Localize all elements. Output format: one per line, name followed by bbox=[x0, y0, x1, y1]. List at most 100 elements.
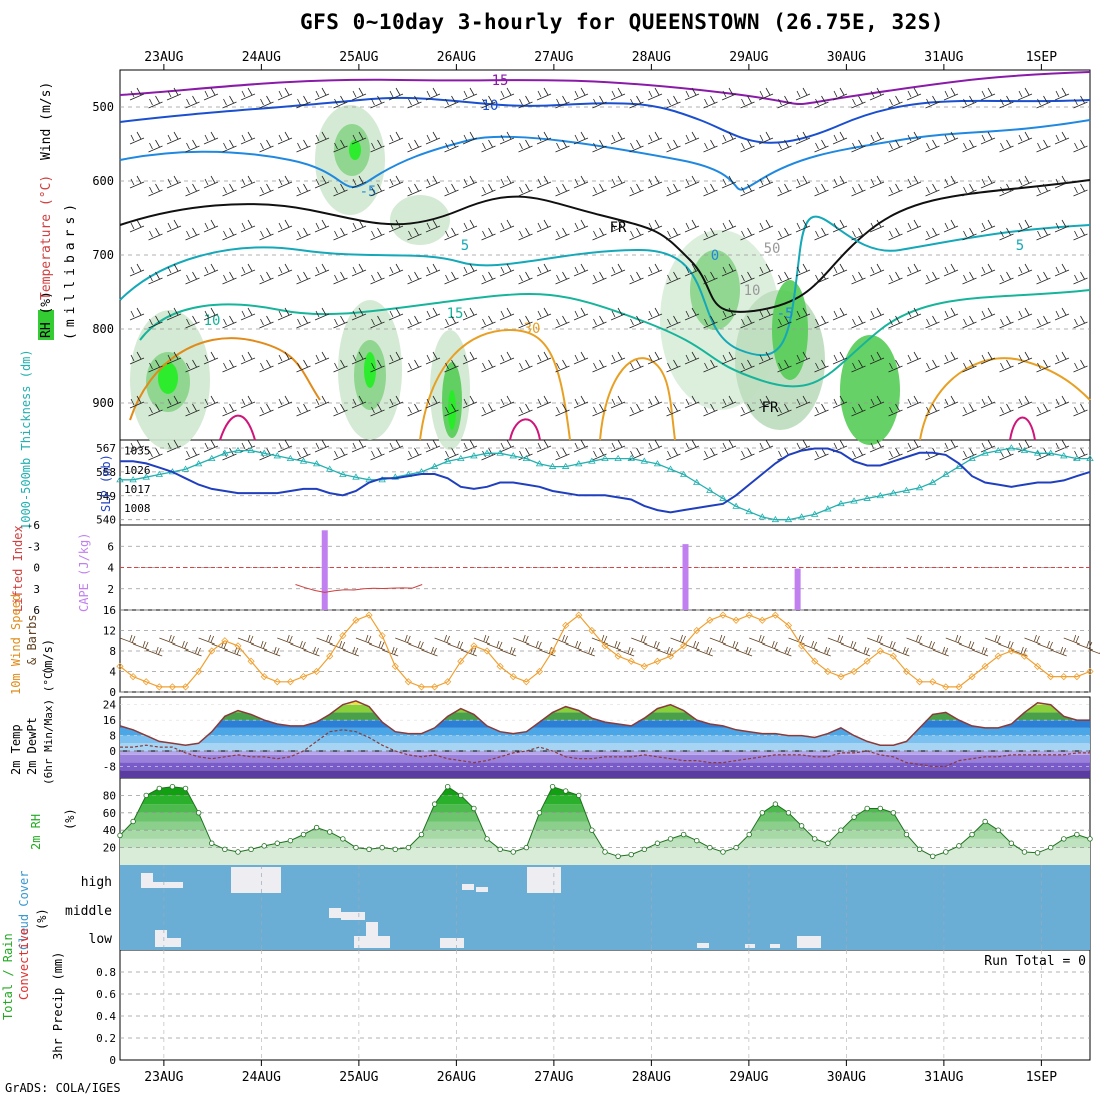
wind-barb bbox=[1054, 351, 1070, 365]
wind-barb bbox=[481, 359, 496, 373]
rh-tick-label: 60 bbox=[103, 807, 116, 820]
wind-barb bbox=[277, 351, 293, 365]
wind-barb bbox=[999, 315, 1014, 329]
wind-barb bbox=[370, 315, 385, 329]
thickness-tick-label: 540 bbox=[96, 514, 116, 527]
wind-barb bbox=[148, 95, 163, 109]
rh-point bbox=[484, 836, 490, 842]
wind-barb bbox=[388, 307, 404, 321]
wind-speed-line bbox=[119, 614, 1091, 688]
thickness-point bbox=[1086, 454, 1094, 461]
wind-barb bbox=[314, 87, 330, 101]
wind-barb bbox=[370, 447, 385, 461]
wind-barb bbox=[185, 447, 200, 461]
wind-barb bbox=[943, 175, 959, 189]
wind-barb bbox=[869, 131, 885, 145]
wind-barb bbox=[203, 131, 219, 145]
wind-barb bbox=[555, 183, 570, 197]
wind-speed-point bbox=[509, 673, 517, 681]
precip-ylabel-group: Total / Rain Convective bbox=[1, 928, 31, 1020]
wind-barb bbox=[647, 439, 663, 453]
rh-point bbox=[195, 810, 202, 816]
wind-barb bbox=[666, 359, 681, 373]
wind-barb bbox=[1017, 395, 1033, 409]
surface-wind-barb bbox=[617, 646, 635, 657]
wind-barb bbox=[888, 403, 903, 417]
slp-tick-label: 1008 bbox=[124, 502, 151, 515]
temp-contour-minus10 bbox=[119, 96, 1091, 144]
wind-barb bbox=[314, 263, 330, 277]
rh-color-band bbox=[120, 786, 1090, 796]
wind-speed-point bbox=[824, 667, 832, 676]
wind-barb bbox=[999, 227, 1014, 241]
wind-barb bbox=[536, 175, 552, 189]
wind-barb bbox=[240, 263, 256, 277]
wind-barb bbox=[185, 315, 200, 329]
cloud-tick-label: low bbox=[89, 932, 113, 947]
wind-speed-point bbox=[942, 683, 950, 691]
wind-barb bbox=[629, 95, 644, 109]
date-label-bottom: 1SEP bbox=[1026, 1070, 1057, 1085]
surface-wind-barb bbox=[696, 646, 713, 657]
rh-point bbox=[209, 840, 215, 846]
cape-ylabel: CAPE (J/kg) bbox=[77, 533, 91, 612]
wind-barb bbox=[462, 131, 478, 145]
wind-barb bbox=[536, 307, 552, 321]
wind-barb bbox=[629, 359, 644, 373]
contour-label: 10 bbox=[204, 313, 221, 329]
cloud-block bbox=[797, 936, 821, 948]
wind-barb bbox=[203, 87, 219, 101]
wind-barb bbox=[851, 447, 866, 461]
pressure-tick-label: 500 bbox=[92, 100, 114, 114]
rh-point bbox=[431, 801, 438, 807]
wind-barb bbox=[536, 131, 552, 145]
wind-barb bbox=[851, 315, 866, 329]
wind-barb bbox=[129, 263, 145, 277]
rh-point bbox=[654, 840, 661, 846]
wind-barb bbox=[647, 87, 663, 101]
wind-barb bbox=[166, 263, 182, 277]
wind-barb bbox=[1073, 315, 1088, 329]
temp-ylabel-0: 2m Temp bbox=[9, 724, 23, 775]
wind-barb bbox=[721, 131, 737, 145]
wind-barb bbox=[407, 271, 422, 285]
wind-barb bbox=[906, 395, 922, 409]
wind-barb bbox=[851, 183, 866, 197]
temp-tick-label: 0 bbox=[109, 745, 116, 758]
wind-barb bbox=[962, 95, 977, 109]
wind-barb bbox=[388, 439, 404, 453]
wind-barb bbox=[203, 219, 219, 233]
thickness-point bbox=[588, 457, 596, 464]
wind-speed-point bbox=[181, 683, 190, 691]
wind-barb bbox=[869, 175, 885, 189]
wind-barb bbox=[758, 263, 774, 277]
wind-barb bbox=[518, 271, 533, 285]
thickness-point bbox=[221, 449, 229, 456]
wind-barb bbox=[296, 183, 311, 197]
cloud-block bbox=[153, 882, 183, 888]
thickness-tick-label: 558 bbox=[96, 466, 116, 479]
wind-barb bbox=[869, 351, 885, 365]
rh-point bbox=[366, 846, 372, 853]
surface-wind-barb bbox=[277, 634, 294, 645]
wind-speed-point bbox=[1020, 652, 1029, 660]
surface-wind-barb bbox=[473, 634, 491, 645]
wind-speed-point bbox=[470, 642, 478, 650]
wind-barb bbox=[277, 439, 293, 453]
surface-wind-barb bbox=[644, 640, 661, 651]
wind-speed-point bbox=[195, 667, 203, 676]
wind-barb bbox=[999, 403, 1014, 417]
wind-barb bbox=[647, 351, 663, 365]
rh-point bbox=[667, 836, 674, 842]
wind-barb bbox=[296, 403, 311, 417]
contour-label: FR bbox=[610, 220, 627, 236]
wind-barb bbox=[721, 307, 737, 321]
wind-barb bbox=[795, 263, 811, 277]
thickness-point bbox=[719, 494, 727, 501]
surface-wind-barb bbox=[513, 634, 530, 645]
wind-barb bbox=[129, 131, 145, 145]
wind-barb bbox=[129, 395, 145, 409]
rh-point bbox=[536, 810, 543, 816]
rh-point bbox=[694, 837, 700, 844]
thickness-ylabel: 1000-500mb Thickness (dm) bbox=[19, 349, 33, 530]
